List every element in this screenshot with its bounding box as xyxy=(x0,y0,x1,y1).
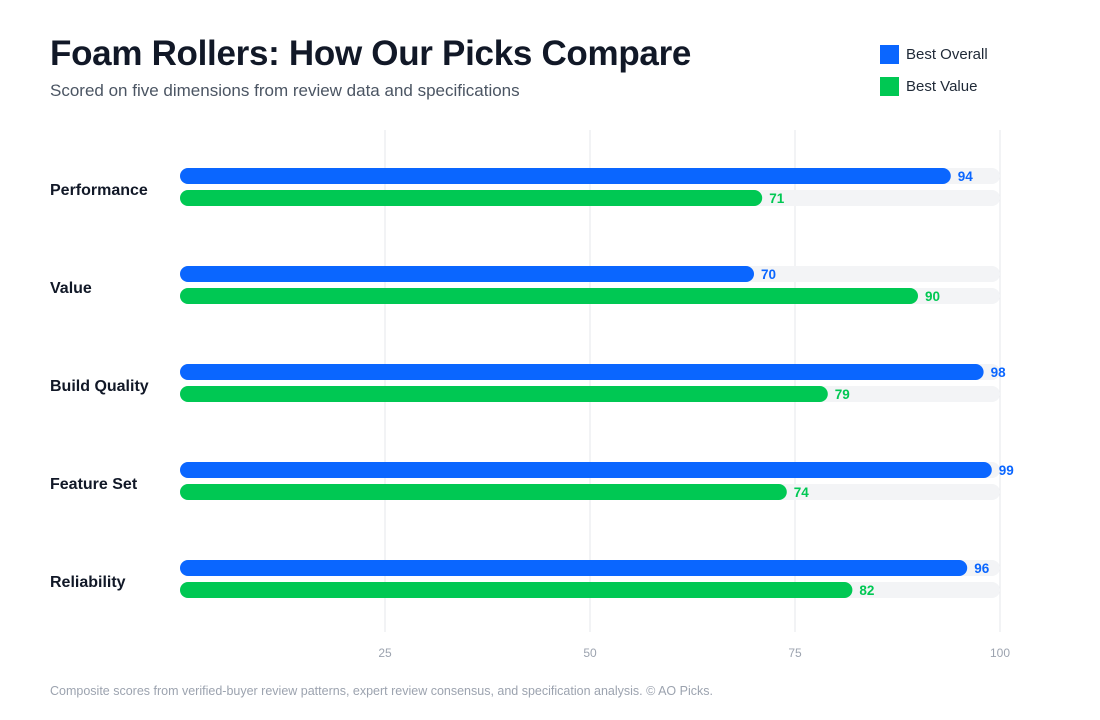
chart-subtitle: Scored on five dimensions from review da… xyxy=(50,81,520,100)
category-label-build-quality: Build Quality xyxy=(50,378,149,395)
bar-reliability-best-value xyxy=(180,582,853,598)
bar-build-quality-best-overall xyxy=(180,364,984,380)
value-label-build-quality-best-overall: 98 xyxy=(991,365,1007,380)
bar-performance-best-overall xyxy=(180,168,951,184)
footnote: Composite scores from verified-buyer rev… xyxy=(50,684,713,698)
category-label-value: Value xyxy=(50,280,92,297)
bar-value-best-overall xyxy=(180,266,754,282)
bar-build-quality-best-value xyxy=(180,386,828,402)
bar-performance-best-value xyxy=(180,190,763,206)
legend-item-best-overall: Best Overall xyxy=(880,44,988,64)
category-label-feature-set: Feature Set xyxy=(50,476,138,493)
legend-swatch-best-overall xyxy=(880,44,899,64)
value-label-value-best-overall: 70 xyxy=(761,267,776,282)
legend-item-best-value: Best Value xyxy=(880,76,988,96)
legend: Best Overall Best Value xyxy=(880,44,988,108)
bar-reliability-best-overall xyxy=(180,560,968,576)
value-label-feature-set-best-value: 74 xyxy=(794,485,810,500)
value-label-build-quality-best-value: 79 xyxy=(835,387,850,402)
value-label-performance-best-value: 71 xyxy=(769,191,785,206)
legend-swatch-best-value xyxy=(880,76,899,96)
value-label-value-best-value: 90 xyxy=(925,289,940,304)
category-label-performance: Performance xyxy=(50,182,148,199)
value-label-reliability-best-value: 82 xyxy=(859,583,874,598)
value-label-performance-best-overall: 94 xyxy=(958,169,974,184)
x-tick-label-50: 50 xyxy=(583,646,597,660)
legend-label-best-value: Best Value xyxy=(906,77,978,95)
value-label-feature-set-best-overall: 99 xyxy=(999,463,1014,478)
chart-title: Foam Rollers: How Our Picks Compare xyxy=(50,34,692,73)
x-tick-label-75: 75 xyxy=(788,646,802,660)
legend-label-best-overall: Best Overall xyxy=(906,45,988,63)
bar-value-best-value xyxy=(180,288,918,304)
category-label-reliability: Reliability xyxy=(50,574,126,591)
bar-feature-set-best-overall xyxy=(180,462,992,478)
value-label-reliability-best-overall: 96 xyxy=(974,561,990,576)
bar-feature-set-best-value xyxy=(180,484,787,500)
x-tick-label-100: 100 xyxy=(990,646,1010,660)
x-tick-label-25: 25 xyxy=(378,646,392,660)
